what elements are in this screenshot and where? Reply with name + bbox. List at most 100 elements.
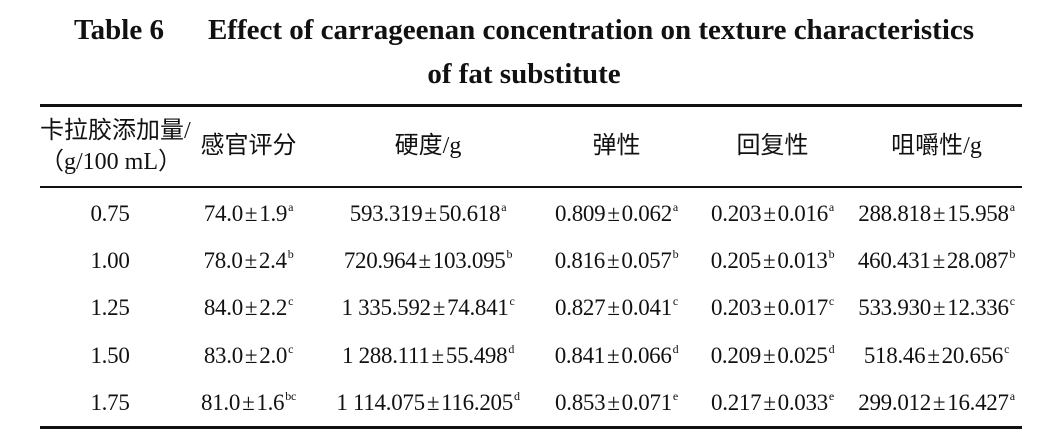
header-rule	[40, 186, 1022, 188]
plus-minus-sign: ±	[431, 342, 445, 368]
plus-minus-sign: ±	[242, 390, 255, 416]
plus-minus-sign: ±	[932, 200, 946, 226]
table-body: 0.75 74.0±1.9a 593.319±50.618a 0.809±0.062a…	[40, 186, 1022, 427]
header-concentration: 卡拉胶添加量/ （g/100 mL）	[40, 107, 191, 186]
value-sd: 0.017	[777, 295, 829, 321]
value-sd: 16.427	[947, 390, 1009, 416]
value-sd: 0.025	[777, 342, 828, 368]
significance-letter: c	[288, 294, 294, 309]
plus-minus-sign: ±	[607, 390, 620, 416]
value-mean: 518.46	[863, 342, 926, 368]
plus-minus-sign: ±	[244, 295, 258, 321]
header-hardness: 硬度/g	[394, 133, 462, 159]
value-mean: 0.209	[710, 342, 762, 368]
plus-minus-sign: ±	[932, 248, 946, 274]
value-sd: 116.205	[441, 390, 513, 416]
cell-hardness: 1 335.592±74.841c	[317, 285, 539, 332]
cell-resilience: 0.203±0.016a	[694, 186, 851, 237]
value-sd: 20.656	[941, 342, 1004, 368]
cell-springiness: 0.816±0.057b	[539, 237, 694, 284]
cell-sensory: 81.0±1.6bc	[180, 380, 317, 427]
value-sd: 0.013	[777, 248, 828, 274]
cell-springiness: 0.853±0.071e	[539, 380, 694, 427]
value-mean: 1 288.111	[341, 342, 430, 368]
significance-letter: b	[1009, 247, 1016, 262]
value-sd: 28.087	[946, 248, 1009, 274]
significance-letter: c	[828, 294, 834, 309]
value-mean: 533.930	[858, 295, 931, 321]
value-mean: 1 335.592	[341, 295, 431, 321]
plus-minus-sign: ±	[426, 390, 440, 416]
value-mean: 593.319	[349, 200, 423, 226]
table-label: Table 6	[73, 14, 164, 46]
cell-concentration: 0.75	[90, 200, 130, 226]
significance-letter: d	[828, 341, 835, 356]
table-row: 1.50 83.0±2.0c 1 288.111±55.498d 0.841±0.06…	[40, 332, 1022, 379]
plus-minus-sign: ±	[244, 200, 258, 226]
value-mean: 1 114.075	[336, 390, 425, 416]
significance-letter: a	[1009, 199, 1015, 214]
data-table: 卡拉胶添加量/ （g/100 mL） 感官评分 硬度/g 弹性 回复性 咀嚼性/…	[40, 107, 1022, 427]
value-sd: 50.618	[438, 200, 501, 226]
significance-letter: c	[509, 294, 515, 309]
cell-chewiness: 288.818±15.958a	[851, 186, 1022, 237]
value-mean: 84.0	[203, 295, 243, 321]
cell-springiness: 0.809±0.062a	[539, 186, 694, 237]
cell-concentration: 1.50	[90, 342, 130, 368]
value-sd: 0.062	[621, 200, 673, 226]
plus-minus-sign: ±	[932, 390, 946, 416]
plus-minus-sign: ±	[244, 248, 258, 274]
plus-minus-sign: ±	[606, 342, 620, 368]
value-sd: 0.041	[621, 295, 673, 321]
value-sd: 0.057	[621, 248, 672, 274]
value-sd: 103.095	[432, 248, 506, 274]
cell-chewiness: 299.012±16.427a	[851, 380, 1022, 427]
plus-minus-sign: ±	[762, 342, 776, 368]
value-sd: 1.6	[256, 390, 285, 416]
caption-line-2: of fat substitute	[427, 58, 621, 90]
plus-minus-sign: ±	[607, 200, 620, 226]
value-mean: 299.012	[858, 390, 931, 416]
significance-letter: c	[672, 294, 678, 309]
significance-letter: c	[1009, 294, 1015, 309]
plus-minus-sign: ±	[607, 295, 620, 321]
significance-letter: bc	[285, 389, 296, 404]
value-mean: 74.0	[203, 200, 243, 226]
plus-minus-sign: ±	[606, 248, 620, 274]
value-sd: 15.958	[947, 200, 1009, 226]
value-sd: 2.0	[259, 342, 288, 368]
value-sd: 55.498	[445, 342, 508, 368]
plus-minus-sign: ±	[927, 342, 940, 368]
cell-chewiness: 460.431±28.087b	[851, 237, 1022, 284]
value-mean: 0.203	[711, 200, 762, 226]
table-row: 1.00 78.0±2.4b 720.964±103.095b 0.816±0.057…	[40, 237, 1022, 284]
plus-minus-sign: ±	[763, 390, 776, 416]
value-sd: 2.2	[259, 295, 288, 321]
table-title: Effect of carrageenan concentration on t…	[207, 14, 975, 46]
value-mean: 460.431	[857, 248, 931, 274]
significance-letter: b	[287, 247, 294, 262]
cell-sensory: 74.0±1.9a	[180, 186, 317, 237]
cell-springiness: 0.827±0.041c	[539, 285, 694, 332]
cell-sensory: 78.0±2.4b	[180, 237, 317, 284]
significance-letter: c	[288, 341, 294, 356]
significance-letter: a	[828, 199, 834, 214]
significance-letter: e	[672, 389, 678, 404]
plus-minus-sign: ±	[763, 295, 776, 321]
plus-minus-sign: ±	[424, 200, 437, 226]
significance-letter: d	[672, 341, 679, 356]
value-mean: 0.853	[555, 390, 606, 416]
value-sd: 0.071	[621, 390, 673, 416]
cell-hardness: 1 114.075±116.205d	[317, 380, 539, 427]
header-concentration-line-2: （g/100 mL）	[40, 148, 182, 175]
cell-resilience: 0.203±0.017c	[694, 285, 851, 332]
significance-letter: b	[828, 247, 835, 262]
value-sd: 1.9	[259, 200, 288, 226]
significance-letter: b	[506, 247, 513, 262]
value-mean: 0.827	[555, 295, 606, 321]
plus-minus-sign: ±	[763, 200, 776, 226]
caption-line-1: Table 6 Effect of carrageenan concentrati…	[0, 8, 1048, 52]
value-sd: 0.033	[777, 390, 829, 416]
value-mean: 81.0	[201, 390, 241, 416]
value-sd: 0.016	[777, 200, 829, 226]
